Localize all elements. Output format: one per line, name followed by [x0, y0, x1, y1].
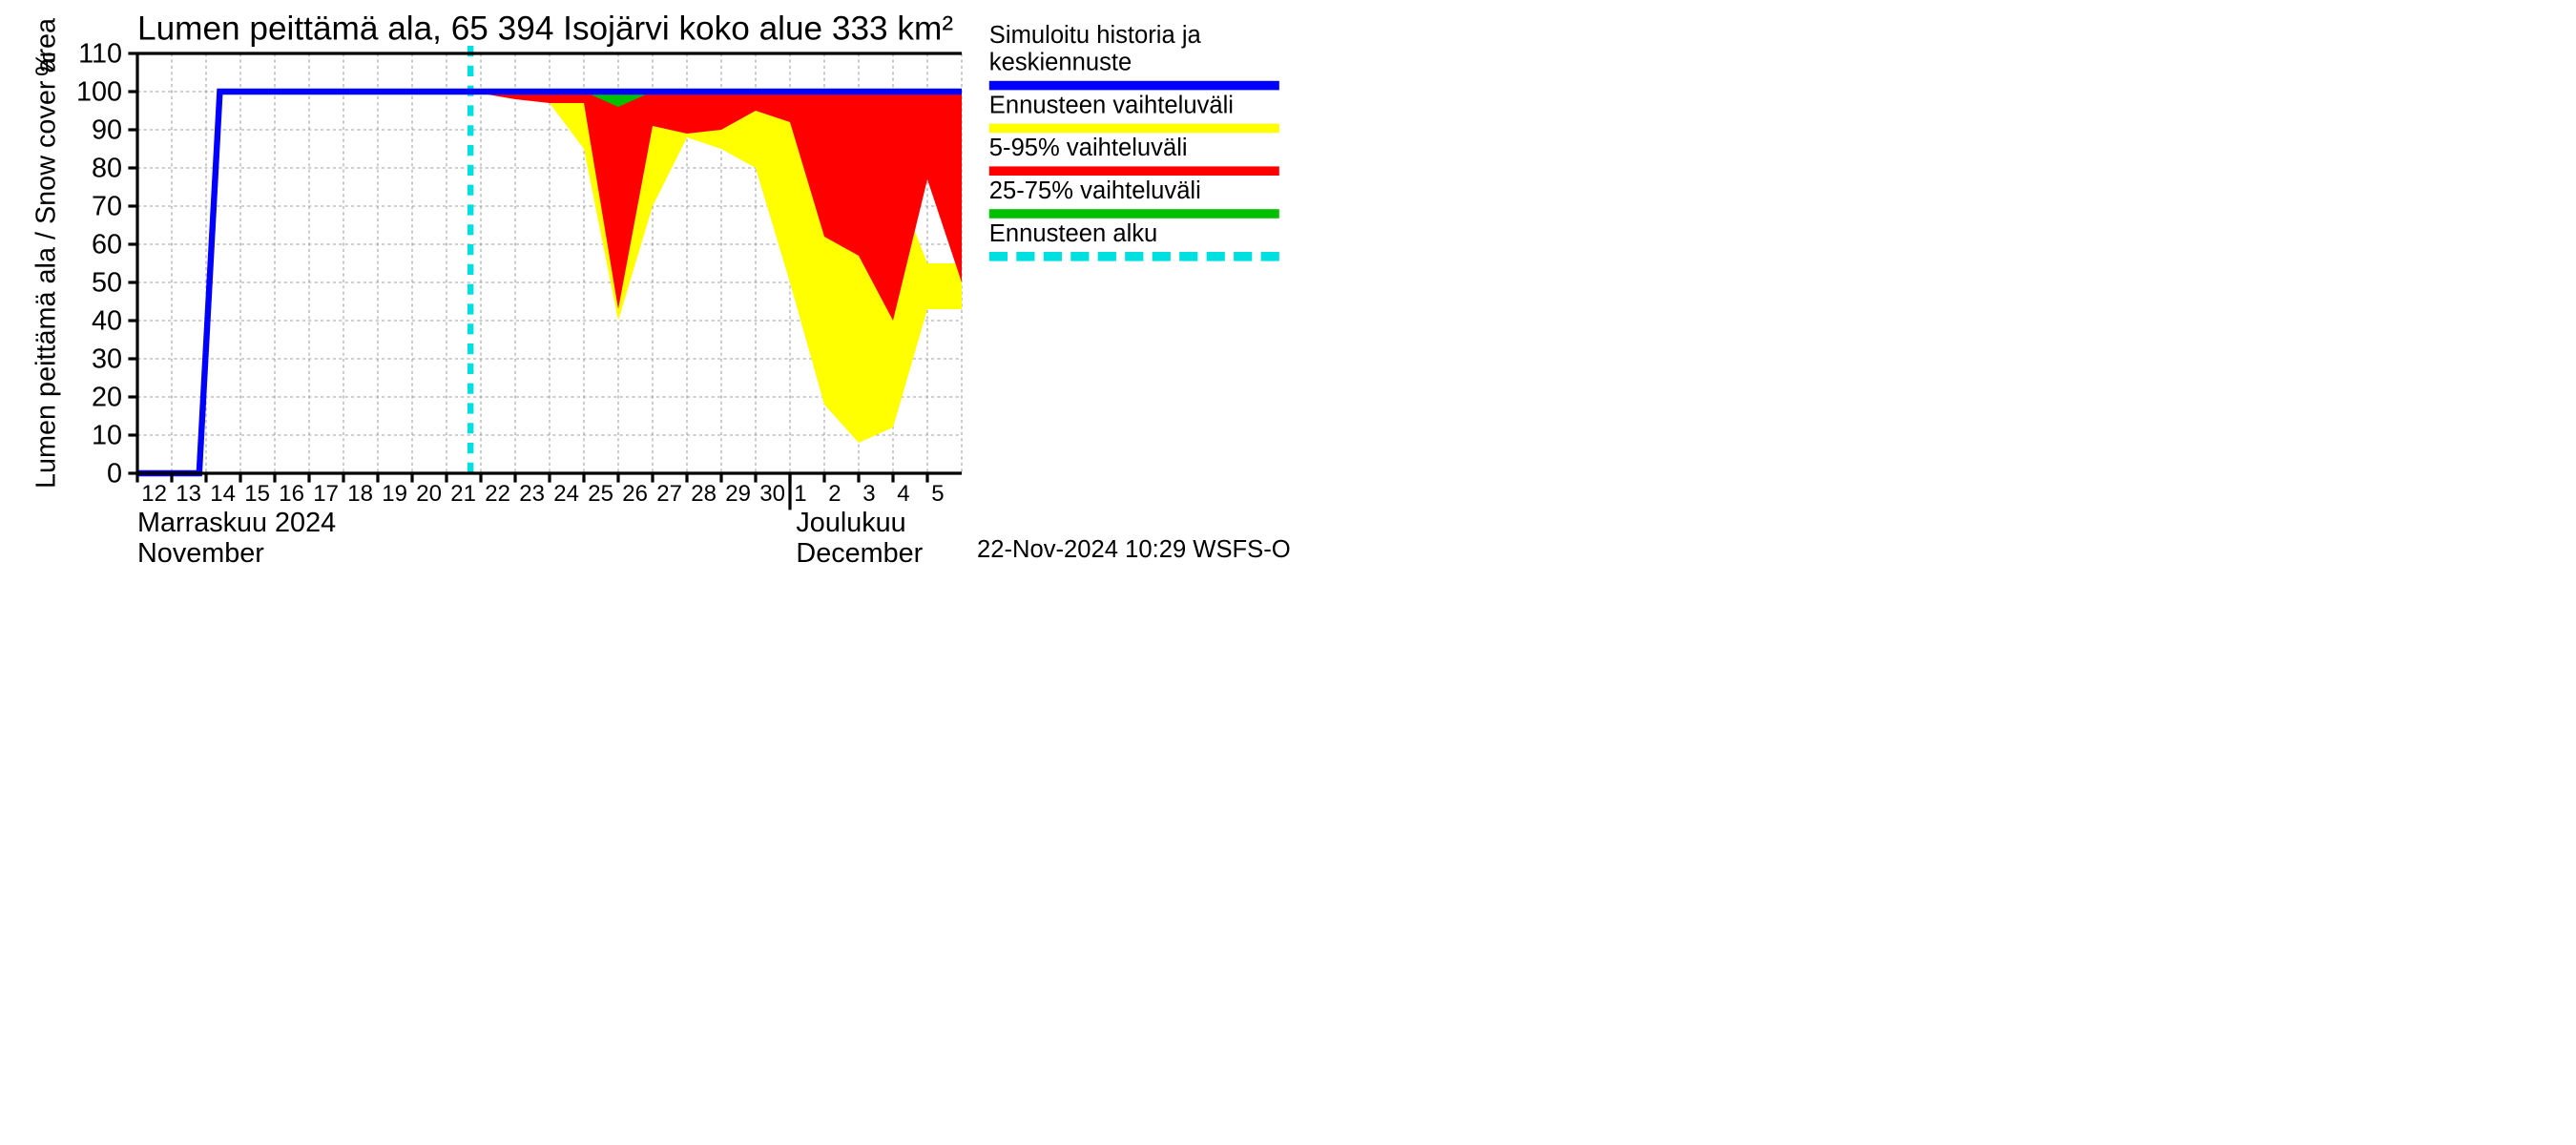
- legend-label: Ennusteen alku: [989, 221, 1279, 249]
- svg-text:17: 17: [313, 481, 339, 507]
- svg-text:27: 27: [656, 481, 682, 507]
- legend-item-history: Simuloitu historia ja keskiennuste: [989, 23, 1279, 90]
- legend-item-forecast-start: Ennusteen alku: [989, 221, 1279, 261]
- legend-swatch: [989, 124, 1279, 134]
- svg-text:14: 14: [210, 481, 236, 507]
- svg-text:5: 5: [931, 481, 944, 507]
- svg-text:30: 30: [759, 481, 785, 507]
- svg-text:90: 90: [92, 115, 122, 146]
- svg-text:30: 30: [92, 344, 122, 375]
- svg-text:3: 3: [862, 481, 875, 507]
- svg-text:21: 21: [450, 481, 476, 507]
- svg-text:18: 18: [347, 481, 373, 507]
- legend-label: keskiennuste: [989, 51, 1279, 78]
- svg-text:2: 2: [828, 481, 841, 507]
- legend-label: 5-95% vaihteluväli: [989, 135, 1279, 163]
- svg-text:13: 13: [176, 481, 201, 507]
- svg-text:15: 15: [244, 481, 270, 507]
- chart-title: Lumen peittämä ala, 65 394 Isojärvi koko…: [137, 10, 953, 50]
- svg-text:29: 29: [725, 481, 751, 507]
- legend-label: 25-75% vaihteluväli: [989, 178, 1279, 206]
- chart-legend: Simuloitu historia ja keskiennuste Ennus…: [989, 23, 1279, 264]
- legend-item-range: Ennusteen vaihteluväli: [989, 94, 1279, 134]
- svg-text:50: 50: [92, 268, 122, 299]
- legend-item-5-95: 5-95% vaihteluväli: [989, 135, 1279, 176]
- legend-swatch: [989, 166, 1279, 176]
- chart-footer: 22-Nov-2024 10:29 WSFS-O: [977, 537, 1291, 565]
- legend-swatch: [989, 252, 1279, 261]
- svg-text:23: 23: [519, 481, 545, 507]
- svg-text:100: 100: [76, 77, 122, 108]
- svg-text:1: 1: [794, 481, 806, 507]
- legend-item-25-75: 25-75% vaihteluväli: [989, 178, 1279, 219]
- svg-text:10: 10: [92, 421, 122, 451]
- svg-text:40: 40: [92, 306, 122, 337]
- svg-text:28: 28: [691, 481, 717, 507]
- legend-label: Ennusteen vaihteluväli: [989, 94, 1279, 121]
- legend-label: Simuloitu historia ja: [989, 23, 1279, 51]
- legend-swatch: [989, 209, 1279, 219]
- svg-text:16: 16: [279, 481, 304, 507]
- svg-text:80: 80: [92, 154, 122, 184]
- svg-text:20: 20: [92, 383, 122, 413]
- svg-text:20: 20: [416, 481, 442, 507]
- svg-text:22: 22: [485, 481, 510, 507]
- svg-text:25: 25: [588, 481, 613, 507]
- x-month2-fi: Joulukuu: [796, 507, 905, 539]
- chart-plot: 0102030405060708090100110121314151617181…: [46, 53, 992, 519]
- x-month1-fi: Marraskuu 2024: [137, 507, 336, 539]
- svg-text:70: 70: [92, 192, 122, 222]
- svg-text:4: 4: [897, 481, 909, 507]
- svg-text:24: 24: [553, 481, 579, 507]
- svg-text:26: 26: [622, 481, 648, 507]
- svg-text:12: 12: [141, 481, 167, 507]
- svg-text:110: 110: [78, 39, 122, 70]
- svg-text:0: 0: [107, 459, 122, 489]
- svg-text:60: 60: [92, 230, 122, 260]
- x-month2-en: December: [796, 537, 923, 570]
- x-month1-en: November: [137, 537, 264, 570]
- svg-text:19: 19: [382, 481, 407, 507]
- legend-swatch: [989, 81, 1279, 91]
